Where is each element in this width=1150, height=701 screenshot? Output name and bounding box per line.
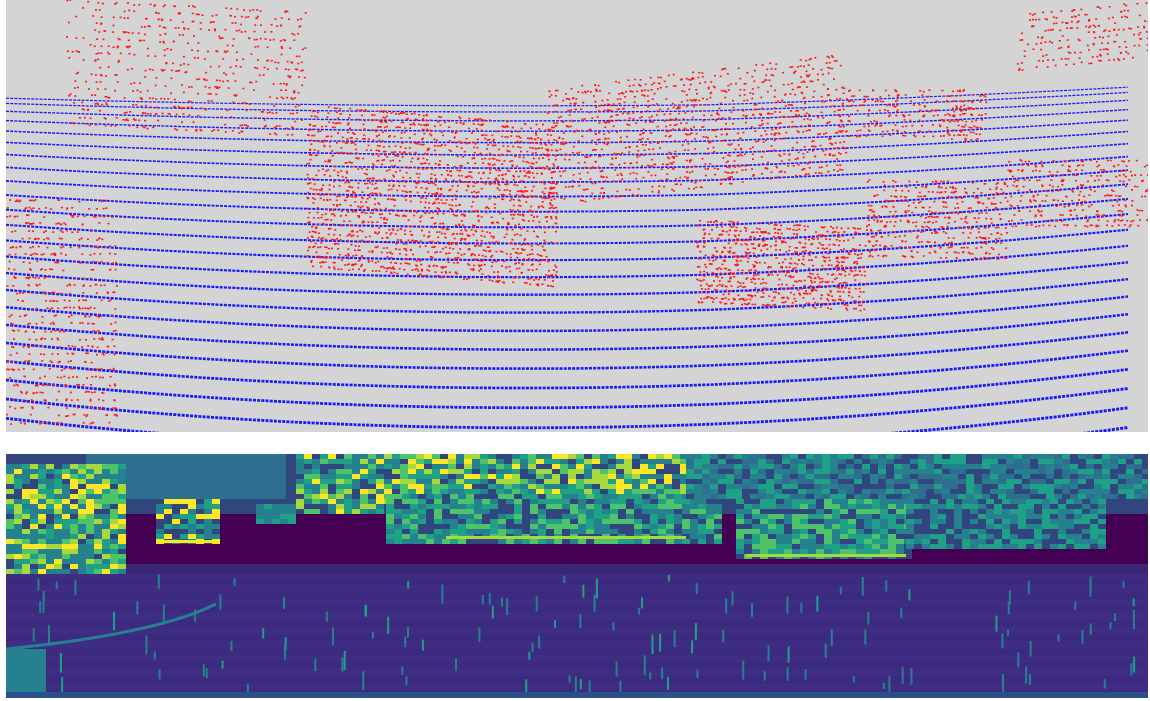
point-cloud-panel xyxy=(6,0,1148,432)
range-image-pixels xyxy=(6,454,1148,698)
range-image xyxy=(6,454,1148,698)
point-cloud-image xyxy=(6,0,1148,432)
range-image-panel xyxy=(6,454,1148,698)
ground-scan-lines xyxy=(6,86,1129,432)
non-ground-points xyxy=(6,0,1148,425)
point-cloud-background xyxy=(6,0,1148,432)
